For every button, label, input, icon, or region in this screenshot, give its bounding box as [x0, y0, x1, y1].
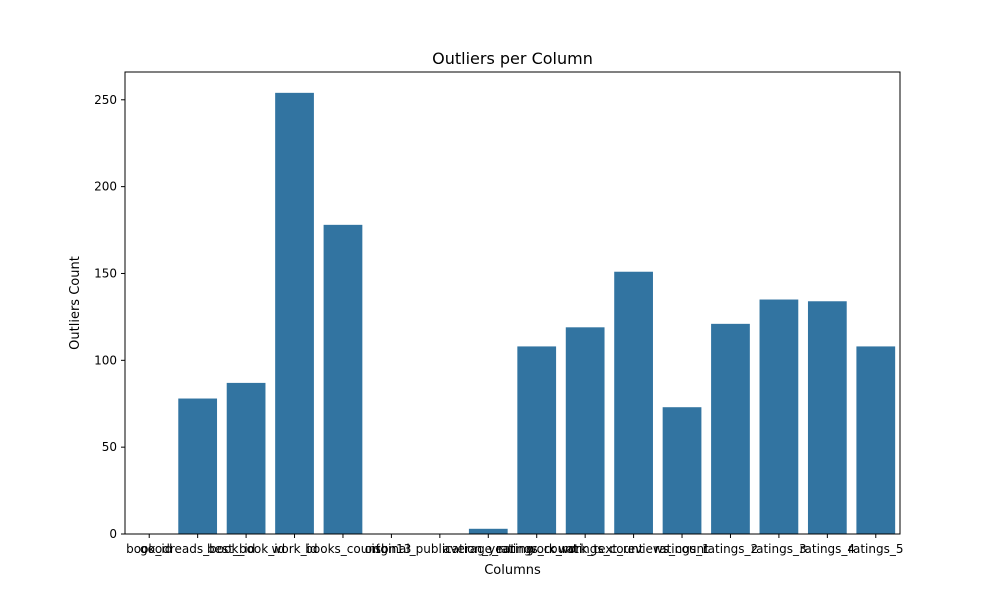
x-tick-label: ratings_3	[751, 542, 806, 556]
bar-work_ratings_count	[565, 327, 605, 534]
bars-group	[178, 92, 896, 534]
bar-work_id	[275, 92, 314, 534]
y-tick-label: 150	[94, 266, 117, 280]
bar-average_rating	[468, 528, 508, 534]
x-axis-label: Columns	[484, 563, 541, 578]
x-tick-label: ratings_1	[654, 542, 709, 556]
y-axis-label: Outliers Count	[68, 256, 83, 350]
bar-ratings_count	[517, 346, 557, 534]
bar-books_count	[323, 224, 363, 534]
y-tick-label: 250	[94, 93, 117, 107]
y-tick-label: 50	[102, 440, 117, 454]
bar-ratings_5	[856, 346, 896, 534]
plot-frame	[124, 71, 901, 535]
plot-area	[124, 71, 901, 535]
x-tick-label: average_rating	[443, 542, 534, 556]
y-tick-label: 200	[94, 180, 117, 194]
x-tick-label: isbn13	[371, 542, 411, 556]
x-tick-label: book_id	[126, 542, 172, 556]
bar-ratings_4	[807, 301, 847, 534]
bar-ratings_1	[662, 407, 702, 534]
x-tick-label: ratings_count	[496, 542, 578, 556]
bar-goodreads_book_id	[178, 398, 218, 534]
x-axis: book_idgoodreads_book_idbest_book_idwork…	[126, 534, 904, 556]
y-tick-label: 0	[109, 527, 117, 541]
chart-title: Outliers per Column	[432, 49, 593, 68]
y-tick-label: 100	[94, 353, 117, 367]
bar-best_book_id	[226, 382, 266, 534]
y-axis: 0 50 100 150 200 250	[94, 93, 125, 541]
x-tick-label: ratings_2	[703, 542, 758, 556]
x-tick-label: original_publication_year	[365, 542, 515, 556]
x-tick-label: work_id	[272, 542, 318, 556]
x-tick-label: ratings_5	[848, 542, 903, 556]
x-tick-label: work_text_reviews_count	[558, 542, 709, 556]
x-tick-label: goodreads_book_id	[140, 542, 255, 556]
x-tick-label: work_ratings_count	[527, 542, 644, 556]
x-tick-label: ratings_4	[800, 542, 855, 556]
bar-ratings_3	[759, 299, 799, 534]
bar-ratings_2	[711, 323, 750, 534]
bar-work_text_reviews_count	[614, 271, 653, 534]
x-tick-label: books_count	[305, 542, 381, 556]
x-tick-label: best_book_id	[207, 542, 285, 556]
